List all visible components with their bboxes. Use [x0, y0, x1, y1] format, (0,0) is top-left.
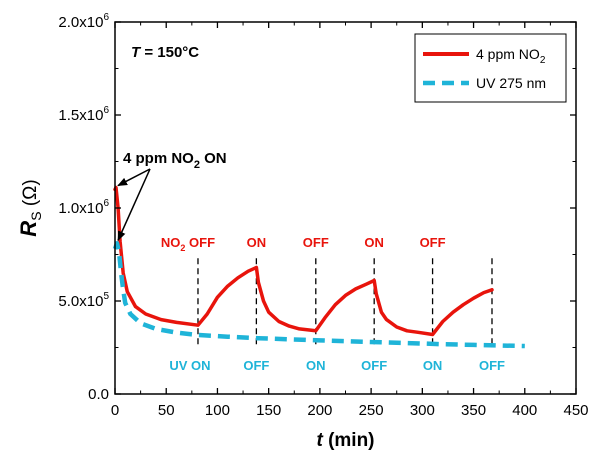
callout-arrow-1: [117, 168, 151, 242]
x-axis-label: t (min): [316, 430, 374, 451]
x-tick-label-5: 250: [359, 402, 384, 419]
series-line-0: [113, 185, 494, 337]
x-tick-label-8: 400: [512, 402, 537, 419]
x-tick-label-6: 300: [410, 402, 435, 419]
uv-annotation-0: UV ON: [169, 358, 210, 373]
x-tick-label-4: 200: [307, 402, 332, 419]
uv-annotation-2: ON: [306, 358, 326, 373]
callout-arrow-0: [117, 168, 151, 187]
uv-annotation-1: OFF: [243, 358, 269, 373]
y-tick-label-2: 1.0x106: [58, 198, 109, 217]
callout-label: 4 ppm NO2 ON: [123, 150, 227, 171]
legend-box: [414, 33, 567, 103]
temperature-label: T = 150°C: [131, 44, 199, 61]
legend-label-0: 4 ppm NO2: [476, 46, 546, 66]
uv-annotation-3: OFF: [361, 358, 387, 373]
series-line-1: [112, 241, 525, 349]
no2-annotation-2: OFF: [303, 235, 329, 250]
y-axis-label: RS (Ω): [16, 179, 44, 236]
uv-annotation-4: ON: [423, 358, 443, 373]
x-tick-label-9: 450: [563, 402, 588, 419]
y-tick-label-3: 1.5x106: [58, 105, 109, 124]
y-tick-label-1: 5.0x105: [58, 291, 109, 310]
x-tick-label-1: 50: [158, 402, 175, 419]
x-tick-label-3: 150: [256, 402, 281, 419]
no2-annotation-1: ON: [247, 235, 267, 250]
x-tick-label-7: 350: [461, 402, 486, 419]
y-tick-label-0: 0.0: [88, 386, 109, 403]
no2-annotation-4: OFF: [420, 235, 446, 250]
uv-annotation-5: OFF: [479, 358, 505, 373]
legend-label-1: UV 275 nm: [476, 75, 546, 91]
x-tick-label-2: 100: [205, 402, 230, 419]
x-tick-label-0: 0: [111, 402, 119, 419]
no2-annotation-0: NO2 OFF: [161, 235, 215, 253]
no2-annotation-3: ON: [364, 235, 384, 250]
y-tick-label-4: 2.0x106: [58, 12, 109, 31]
